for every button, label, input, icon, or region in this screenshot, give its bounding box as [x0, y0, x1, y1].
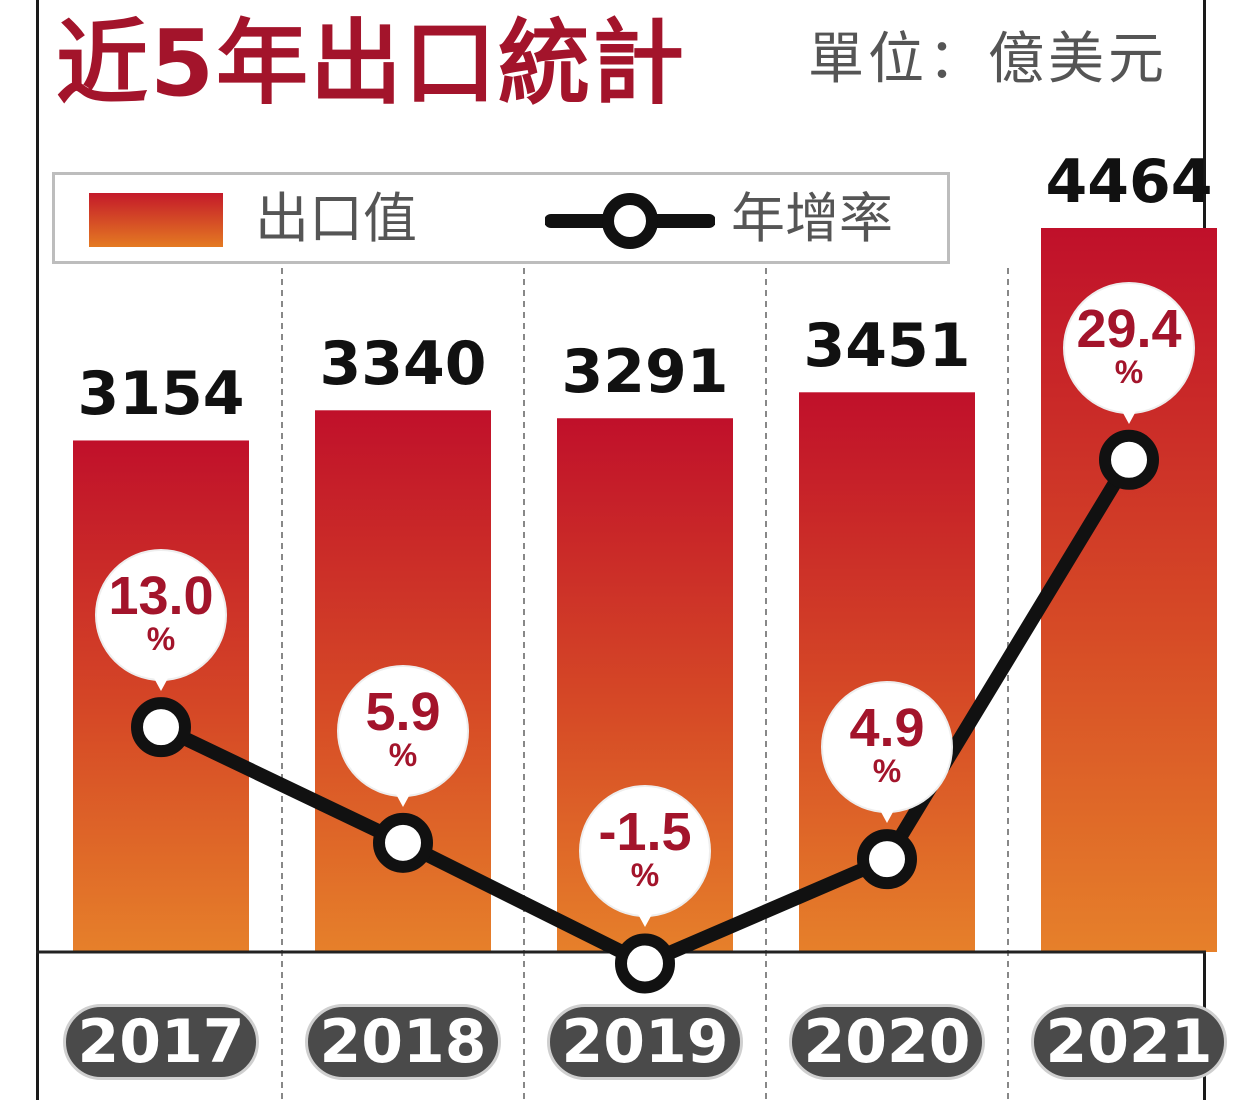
growth-rate-value: -1.5 [598, 802, 692, 863]
growth-rate-unit: % [146, 621, 176, 658]
growth-rate-bubble: 5.9% [339, 666, 467, 807]
legend: 出口值 年增率 [52, 172, 950, 264]
growth-rate-unit: % [872, 753, 902, 790]
growth-rate-value: 5.9 [365, 681, 441, 742]
export-bar-2017 [73, 440, 249, 952]
year-label-2019: 2019 [547, 1004, 743, 1080]
growth-rate-point [1099, 429, 1159, 490]
bar-value-label: 3340 [319, 329, 487, 400]
legend-line-marker-icon [545, 193, 715, 249]
bar-value-label: 4464 [1045, 147, 1213, 217]
bar-value-label: 3451 [803, 311, 971, 382]
year-label-2017: 2017 [63, 1004, 259, 1080]
growth-rate-value: 4.9 [849, 698, 925, 759]
growth-rate-point [131, 697, 191, 758]
bar-value-label: 3154 [77, 359, 245, 430]
unit-label: 單位：億美元 [808, 27, 1168, 92]
growth-rate-unit: % [388, 736, 418, 773]
growth-rate-bubble: 13.0% [97, 551, 225, 692]
growth-rate-point [615, 933, 675, 994]
legend-bar-swatch [89, 193, 223, 247]
year-label-2018: 2018 [305, 1004, 501, 1080]
growth-rate-value: 13.0 [108, 566, 214, 627]
legend-bar-label: 出口值 [255, 187, 417, 250]
growth-rate-bubble: 29.4% [1065, 283, 1193, 424]
growth-rate-value: 29.4 [1076, 298, 1182, 359]
legend-line-label: 年增率 [731, 187, 893, 250]
growth-rate-unit: % [1114, 353, 1144, 390]
growth-rate-point [373, 812, 433, 873]
year-label-2021: 2021 [1031, 1004, 1227, 1080]
growth-rate-bubble: -1.5% [581, 787, 709, 928]
growth-rate-point [857, 829, 917, 890]
chart-title: 近5年出口統計 [56, 10, 687, 117]
growth-rate-unit: % [630, 857, 660, 894]
year-label-2020: 2020 [789, 1004, 985, 1080]
bar-value-label: 3291 [561, 337, 729, 408]
growth-rate-bubble: 4.9% [823, 683, 951, 824]
